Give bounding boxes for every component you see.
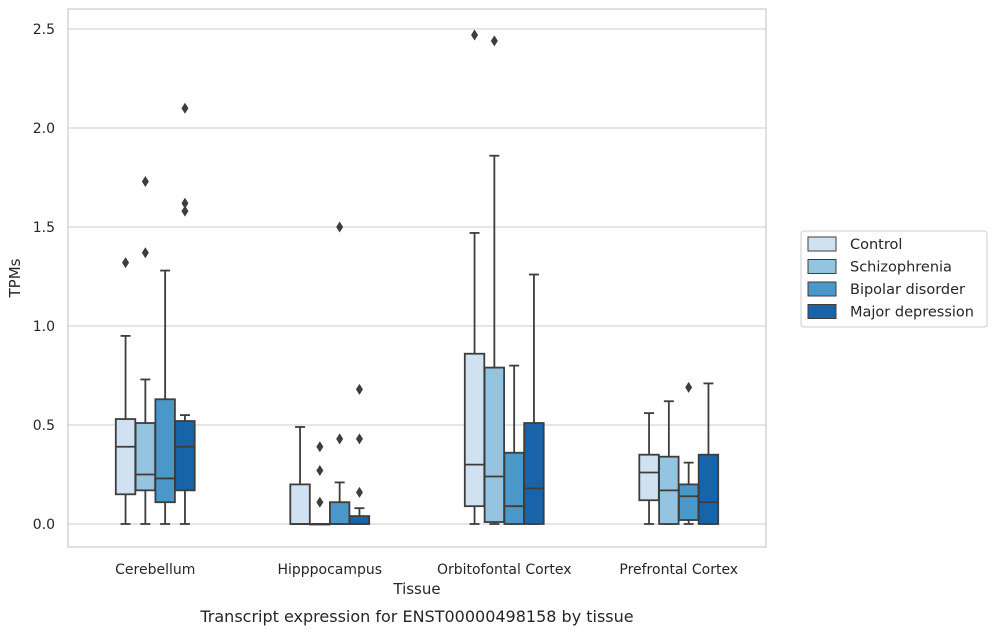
legend-frame [800, 230, 988, 328]
box-schizophrenia [658, 400, 680, 525]
legend: Control Schizophrenia Bipolar disorder Majo… [800, 230, 988, 328]
box-iqr [697, 453, 720, 525]
y-tick-label: 0.0 [33, 517, 55, 533]
outlier-point [316, 465, 324, 477]
box-iqr [463, 352, 486, 508]
box-major-depression [523, 273, 545, 525]
outlier-point [141, 175, 149, 187]
legend-swatch [807, 304, 837, 319]
legend-swatch [807, 259, 837, 274]
outlier-point [355, 486, 363, 498]
box-iqr [638, 453, 660, 502]
outlier-point [355, 433, 363, 445]
box-iqr [348, 515, 371, 525]
box-iqr [289, 483, 311, 525]
box-control [289, 426, 311, 525]
legend-label: Schizophrenia [850, 260, 952, 276]
outlier-point [181, 102, 189, 114]
outlier-point [316, 441, 324, 453]
box-iqr [678, 483, 700, 521]
plot-frame [67, 8, 767, 548]
y-tick-label: 1.5 [33, 220, 55, 236]
chart-caption: Transcript expression for ENST0000049815… [199, 607, 633, 626]
box-bipolar-disorder [154, 269, 176, 525]
outlier-point [316, 496, 324, 508]
box-bipolar-disorder [328, 221, 351, 525]
outlier-point [181, 197, 189, 209]
box-major-depression [697, 382, 720, 525]
y-tick-label: 2.5 [33, 22, 55, 38]
outlier-point [471, 29, 479, 41]
y-tick-label: 1.0 [33, 319, 55, 335]
box-control [463, 29, 486, 525]
outlier-point [336, 433, 344, 445]
outlier-point [685, 381, 693, 393]
x-tick-label: Orbitofontal Cortex [437, 562, 572, 578]
outlier-point [122, 257, 130, 269]
y-tick-label: 0.5 [33, 418, 55, 434]
box-schizophrenia [483, 35, 506, 525]
legend-label: Major depression [850, 305, 974, 321]
legend-label: Bipolar disorder [850, 282, 965, 298]
box-major-depression [348, 383, 371, 525]
box-iqr [114, 418, 137, 496]
y-axis-ticks: 0.0 0.5 1.0 1.5 2.0 2.5 [33, 22, 55, 533]
box-iqr [174, 420, 196, 492]
box-series [114, 29, 720, 526]
y-axis-title: TPMs [6, 258, 24, 298]
x-axis-title: Tissue [392, 580, 440, 598]
outlier-point [355, 383, 363, 395]
x-tick-label: Cerebellum [115, 562, 195, 578]
outlier-point [141, 247, 149, 259]
legend-swatch [807, 281, 837, 297]
box-iqr [134, 422, 157, 492]
box-iqr [503, 451, 525, 525]
legend-label: Control [850, 237, 902, 253]
box-bipolar-disorder [503, 364, 525, 525]
box-iqr [328, 501, 351, 525]
box-control [638, 412, 660, 525]
box-control [114, 257, 137, 525]
box-iqr [523, 422, 545, 525]
outlier-point [181, 205, 189, 217]
box-iqr [154, 398, 176, 504]
box-major-depression [174, 102, 196, 525]
legend-swatch [807, 236, 837, 252]
box-schizophrenia [309, 441, 331, 526]
y-tick-label: 2.0 [33, 121, 55, 137]
x-tick-label: Prefrontal Cortex [619, 562, 738, 578]
box-bipolar-disorder [678, 381, 700, 525]
x-axis-ticks: Cerebellum Hipppocampus Orbitofontal Corte… [115, 562, 738, 578]
box-schizophrenia [134, 175, 157, 525]
outlier-point [490, 35, 498, 47]
x-tick-label: Hipppocampus [277, 562, 382, 578]
outlier-point [336, 221, 344, 233]
box-iqr [483, 366, 506, 523]
